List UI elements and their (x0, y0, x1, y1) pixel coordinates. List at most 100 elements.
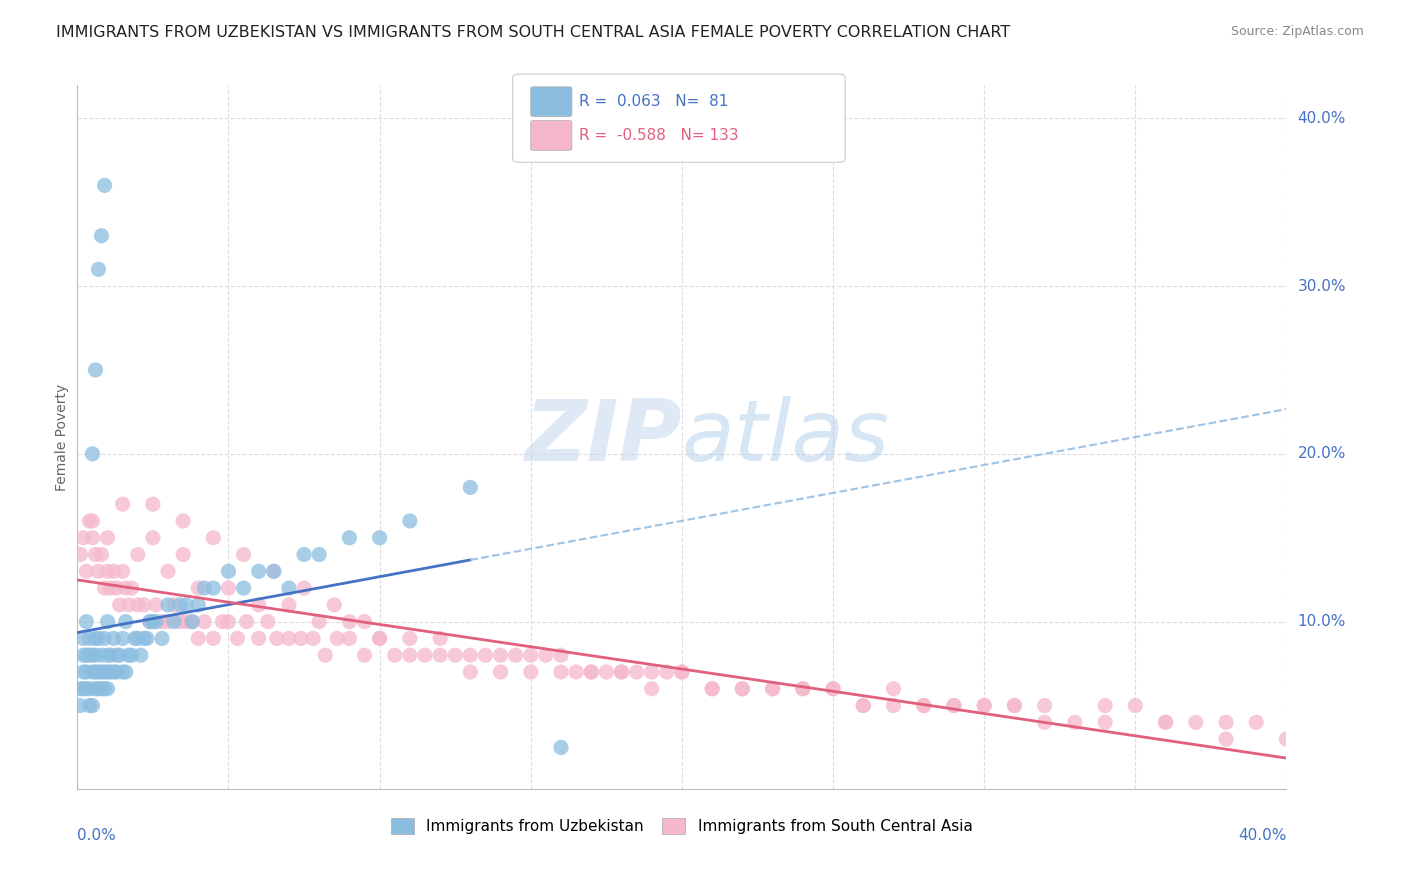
Point (72, 648, 94, 663)
Point (103, 564, 125, 578)
Point (79, 681, 101, 696)
Point (852, 698, 875, 713)
Point (87, 681, 110, 696)
Point (429, 632, 451, 646)
Point (84, 632, 107, 646)
Point (90, 648, 112, 663)
Point (132, 632, 155, 646)
Point (565, 665, 588, 679)
Text: 20.0%: 20.0% (1298, 446, 1346, 461)
Point (72, 632, 94, 646)
Point (174, 615, 197, 629)
Point (247, 598, 270, 612)
Point (337, 632, 360, 646)
Point (550, 740, 572, 755)
Point (79, 698, 101, 713)
Point (114, 615, 136, 629)
Point (202, 632, 225, 646)
Point (111, 564, 134, 578)
Point (581, 665, 603, 679)
Point (821, 681, 844, 696)
Point (75, 681, 97, 696)
Point (105, 665, 128, 679)
Point (883, 681, 905, 696)
Point (326, 632, 349, 646)
Point (550, 665, 572, 679)
Point (121, 581, 143, 595)
Point (534, 648, 557, 663)
Point (1033, 698, 1056, 713)
Point (75, 564, 97, 578)
Point (84, 665, 107, 679)
Point (142, 531, 165, 545)
Point (626, 665, 648, 679)
Point (127, 598, 149, 612)
Point (232, 548, 254, 562)
Point (87, 564, 110, 578)
Point (278, 598, 301, 612)
Point (82, 447, 104, 461)
Point (100, 581, 122, 595)
Point (96, 615, 118, 629)
Point (145, 615, 167, 629)
Point (256, 615, 278, 629)
Point (1246, 715, 1268, 730)
Point (505, 648, 527, 663)
Point (118, 648, 141, 663)
Point (581, 665, 603, 679)
Point (641, 665, 664, 679)
Text: atlas: atlas (682, 395, 890, 479)
Point (353, 615, 375, 629)
Text: IMMIGRANTS FROM UZBEKISTAN VS IMMIGRANTS FROM SOUTH CENTRAL ASIA FEMALE POVERTY : IMMIGRANTS FROM UZBEKISTAN VS IMMIGRANTS… (56, 25, 1011, 40)
Point (762, 681, 785, 696)
Point (87, 262, 110, 277)
Point (399, 632, 422, 646)
FancyBboxPatch shape (531, 87, 572, 117)
Text: 40.0%: 40.0% (1239, 828, 1286, 843)
Point (211, 615, 233, 629)
Point (84, 681, 107, 696)
Point (368, 632, 391, 646)
Point (226, 632, 249, 646)
Point (883, 698, 905, 713)
Point (337, 615, 360, 629)
Point (72, 531, 94, 545)
Point (96, 665, 118, 679)
Point (145, 598, 167, 612)
Point (87, 632, 110, 646)
Point (93, 178, 115, 193)
Point (731, 681, 754, 696)
Point (96, 681, 118, 696)
Point (290, 632, 312, 646)
Point (702, 681, 724, 696)
Point (458, 480, 481, 494)
Point (96, 648, 118, 663)
Point (72, 681, 94, 696)
Point (413, 648, 436, 663)
Point (150, 615, 173, 629)
Point (202, 581, 225, 595)
Text: 40.0%: 40.0% (1298, 111, 1346, 126)
Point (247, 632, 270, 646)
Point (762, 681, 785, 696)
Point (912, 698, 935, 713)
Y-axis label: Female Poverty: Female Poverty (55, 384, 69, 491)
Point (247, 564, 270, 578)
Point (232, 581, 254, 595)
Point (82, 531, 104, 545)
Point (610, 665, 633, 679)
Point (75, 648, 97, 663)
Point (353, 648, 375, 663)
Point (132, 598, 155, 612)
Point (292, 548, 315, 562)
Point (671, 665, 693, 679)
Point (111, 497, 134, 511)
Point (263, 564, 285, 578)
Point (550, 648, 572, 663)
Point (1215, 732, 1237, 747)
Point (302, 632, 325, 646)
Point (139, 615, 162, 629)
Point (912, 698, 935, 713)
Point (157, 615, 180, 629)
Point (792, 681, 814, 696)
